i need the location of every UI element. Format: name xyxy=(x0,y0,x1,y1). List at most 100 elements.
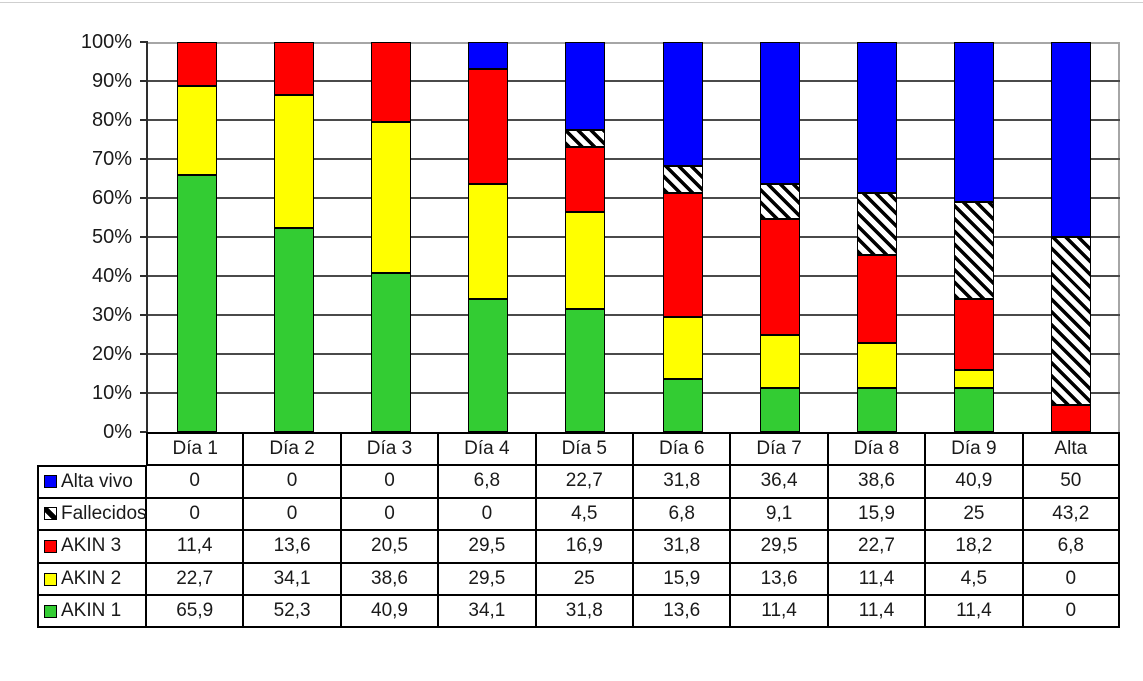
y-axis-tick-label: 50% xyxy=(91,226,132,248)
legend-label: Alta vivo xyxy=(61,470,133,492)
bar-alta xyxy=(1051,42,1092,432)
bar-día-9 xyxy=(954,42,995,432)
table-value-cell: 43,2 xyxy=(1022,497,1120,531)
table-value-cell: 0 xyxy=(340,497,439,531)
table-value-cell: 40,9 xyxy=(340,595,439,628)
table-value-cell: 11,4 xyxy=(730,595,828,628)
legend-marker-fallecidos xyxy=(44,507,57,521)
y-axis-tick-mark xyxy=(140,392,148,394)
legend-marker-akin-2 xyxy=(44,572,57,586)
y-axis-tick-label: 60% xyxy=(91,187,132,209)
table-value-cell: 18,2 xyxy=(925,530,1023,563)
y-axis-tick-mark xyxy=(140,275,148,277)
segment-akin-2 xyxy=(759,334,800,388)
legend-marker-akin-3 xyxy=(44,539,57,553)
table-value-cell: 11,4 xyxy=(827,595,926,628)
bar-día-6 xyxy=(662,42,703,432)
table-header-día-9: Día 9 xyxy=(925,432,1023,465)
table-value-cell: 11,4 xyxy=(146,530,244,563)
table-header-día-5: Día 5 xyxy=(535,432,633,465)
legend-cell-fallecidos: Fallecidos xyxy=(37,497,147,531)
table-value-cell: 11,4 xyxy=(925,595,1023,628)
segment-fallecidos xyxy=(1051,237,1092,406)
table-value-cell: 0 xyxy=(1022,595,1120,628)
y-axis-line xyxy=(146,42,148,432)
legend-marker-akin-1 xyxy=(44,604,57,618)
segment-akin-3 xyxy=(273,42,314,96)
table-value-cell: 50 xyxy=(1022,465,1120,498)
legend-label: AKIN 2 xyxy=(61,568,122,590)
table-header-día-3: Día 3 xyxy=(340,432,439,465)
table-value-cell: 29,5 xyxy=(730,530,828,563)
gridline xyxy=(148,158,1120,160)
y-axis-tick-mark xyxy=(140,353,148,355)
segment-akin-3 xyxy=(468,68,509,184)
table-value-cell: 6,8 xyxy=(633,497,731,531)
table-value-cell: 36,4 xyxy=(730,465,828,498)
table-value-cell: 0 xyxy=(146,497,244,531)
table-header-día-7: Día 7 xyxy=(730,432,828,465)
table-value-cell: 6,8 xyxy=(438,465,536,498)
table-value-cell: 4,5 xyxy=(535,497,633,531)
y-axis-tick-label: 90% xyxy=(91,70,132,92)
bar-día-7 xyxy=(759,42,800,432)
segment-akin-1 xyxy=(662,378,703,432)
segment-akin-3 xyxy=(759,219,800,335)
gridline xyxy=(148,392,1120,394)
top-edge-line xyxy=(0,2,1143,3)
y-axis-tick-label: 80% xyxy=(91,109,132,131)
y-axis-tick-mark xyxy=(140,119,148,121)
table-value-cell: 22,7 xyxy=(535,465,633,498)
legend-cell-akin-2: AKIN 2 xyxy=(37,562,146,596)
segment-akin-1 xyxy=(954,387,995,432)
table-value-cell: 31,8 xyxy=(535,595,633,628)
gridline xyxy=(148,236,1120,238)
segment-akin-2 xyxy=(954,370,995,388)
gridline xyxy=(148,197,1120,199)
table-value-cell: 38,6 xyxy=(827,465,926,498)
y-axis-tick-label: 20% xyxy=(91,343,132,365)
table-value-cell: 16,9 xyxy=(535,530,633,563)
segment-akin-3 xyxy=(1051,405,1092,432)
bar-día-5 xyxy=(565,42,606,432)
table-value-cell: 0 xyxy=(438,497,536,531)
y-axis-tick-label: 100% xyxy=(80,31,132,53)
segment-akin-2 xyxy=(857,343,897,388)
table-value-cell: 65,9 xyxy=(146,595,244,628)
legend-cell-akin-3: AKIN 3 xyxy=(37,530,146,563)
segment-akin-2 xyxy=(273,95,314,229)
segment-alta-vivo xyxy=(1051,42,1092,237)
segment-akin-3 xyxy=(954,299,995,370)
segment-fallecidos xyxy=(565,129,606,148)
y-axis-tick-label: 40% xyxy=(91,265,132,287)
segment-fallecidos xyxy=(954,201,995,300)
segment-akin-3 xyxy=(176,42,217,87)
table-header-día-1: Día 1 xyxy=(146,432,244,465)
bar-día-2 xyxy=(273,42,314,432)
segment-akin-1 xyxy=(857,387,897,432)
table-header-día-2: Día 2 xyxy=(243,432,341,465)
gridline xyxy=(148,80,1120,82)
gridline xyxy=(148,119,1120,121)
y-axis-tick-mark xyxy=(140,80,148,82)
segment-akin-3 xyxy=(565,147,606,213)
table-value-cell: 22,7 xyxy=(827,530,926,563)
table-value-cell: 15,9 xyxy=(633,562,731,596)
table-value-cell: 31,8 xyxy=(633,465,731,498)
segment-akin-1 xyxy=(273,228,314,432)
table-value-cell: 9,1 xyxy=(730,497,828,531)
legend-label: AKIN 1 xyxy=(61,600,122,622)
table-corner-cell xyxy=(37,432,146,465)
segment-alta-vivo xyxy=(759,42,800,184)
segment-akin-1 xyxy=(468,298,509,432)
table-value-cell: 40,9 xyxy=(925,465,1023,498)
y-axis-tick-mark xyxy=(140,41,148,43)
y-axis-tick-label: 0% xyxy=(103,421,132,443)
table-value-cell: 22,7 xyxy=(146,562,244,596)
table-header-alta: Alta xyxy=(1022,432,1120,465)
y-axis-tick-mark xyxy=(140,158,148,160)
data-table: Día 1 Día 2 Día 3 Día 4 Día 5 Día 6 Día 7 Día 8… xyxy=(37,432,1120,628)
segment-akin-3 xyxy=(371,42,411,122)
table-value-cell: 0 xyxy=(243,497,341,531)
